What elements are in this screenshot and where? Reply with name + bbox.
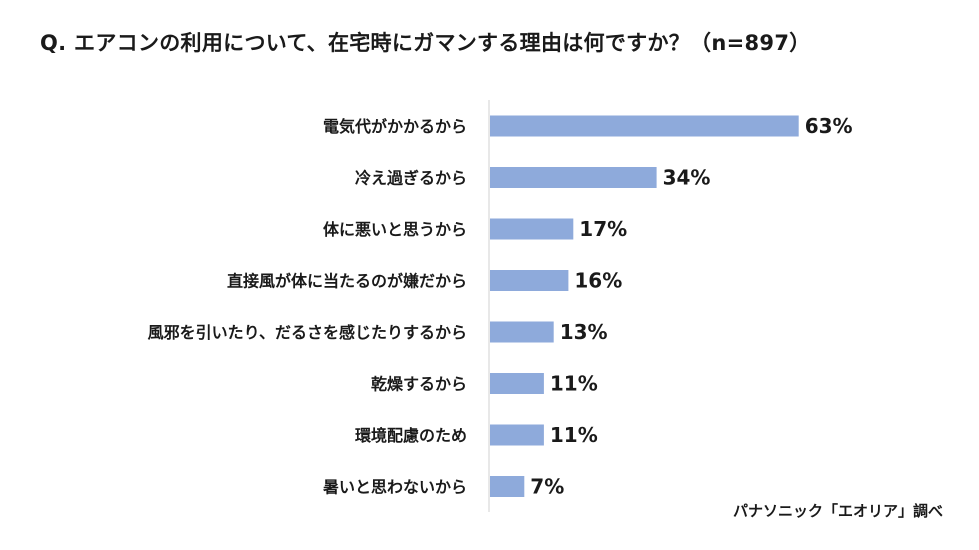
- bar: [490, 321, 554, 343]
- value-label: 16%: [574, 269, 622, 293]
- value-label: 7%: [530, 475, 564, 499]
- bar: [490, 167, 657, 188]
- value-label: 13%: [560, 320, 608, 344]
- bar: [490, 476, 525, 497]
- value-label: 11%: [550, 423, 598, 447]
- category-label: 直接風が体に当たるのが嫌だから: [227, 272, 467, 291]
- chart-title: Q. エアコンの利用について、在宅時にガマンする理由は何ですか？（n=897）: [40, 31, 811, 55]
- category-label: 環境配慮のため: [355, 426, 467, 445]
- category-label: 冷え過ぎるから: [355, 169, 467, 188]
- category-label: 暑いと思わないから: [322, 478, 467, 497]
- category-label: 乾燥するから: [371, 375, 467, 394]
- value-label: 17%: [579, 217, 627, 241]
- category-label: 風邪を引いたり、だるさを感じたりするから: [148, 323, 467, 342]
- source-note: パナソニック「エオリア」調べ: [732, 502, 943, 520]
- value-label: 63%: [805, 114, 853, 138]
- category-label: 電気代がかかるから: [323, 117, 467, 136]
- bar: [490, 424, 544, 446]
- value-label: 34%: [663, 166, 711, 190]
- bar: [490, 270, 569, 291]
- bar: [490, 218, 574, 240]
- bar: [490, 373, 544, 394]
- value-label: 11%: [550, 372, 598, 396]
- bar: [490, 115, 799, 137]
- category-label: 体に悪いと思うから: [323, 220, 467, 239]
